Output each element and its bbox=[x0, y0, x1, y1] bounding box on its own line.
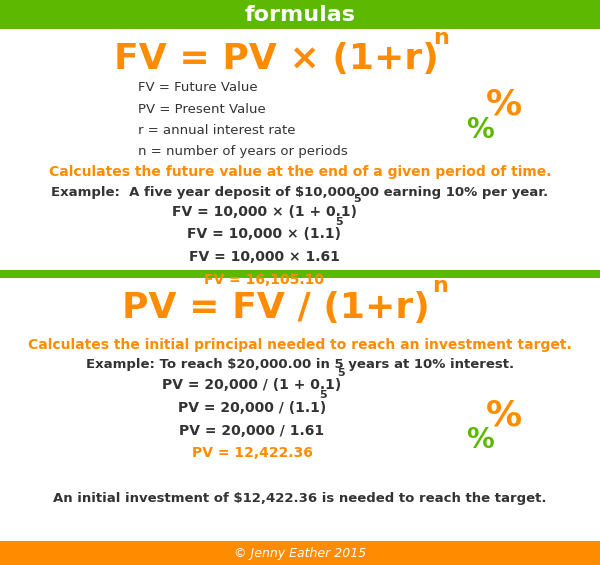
Text: © Jenny Eather 2015: © Jenny Eather 2015 bbox=[234, 546, 366, 560]
Text: FV = 10,000 × (1 + 0.1): FV = 10,000 × (1 + 0.1) bbox=[172, 205, 356, 219]
Text: formulas: formulas bbox=[245, 5, 355, 25]
Text: n = number of years or periods: n = number of years or periods bbox=[138, 145, 348, 159]
Text: FV = PV × (1+r): FV = PV × (1+r) bbox=[113, 42, 439, 76]
Text: n: n bbox=[432, 276, 448, 297]
Text: %: % bbox=[466, 116, 494, 144]
Text: An initial investment of $12,422.36 is needed to reach the target.: An initial investment of $12,422.36 is n… bbox=[53, 492, 547, 505]
Text: n: n bbox=[433, 28, 449, 48]
Text: FV = Future Value: FV = Future Value bbox=[138, 81, 257, 94]
Text: FV = 10,000 × (1.1): FV = 10,000 × (1.1) bbox=[187, 228, 341, 241]
Text: Example:  A five year deposit of $10,000.00 earning 10% per year.: Example: A five year deposit of $10,000.… bbox=[52, 185, 548, 199]
Text: %: % bbox=[486, 398, 522, 432]
Text: 5: 5 bbox=[335, 217, 343, 227]
Text: 5: 5 bbox=[337, 368, 344, 378]
Text: %: % bbox=[486, 88, 522, 121]
Text: 5: 5 bbox=[319, 390, 326, 401]
Text: PV = 20,000 / (1.1): PV = 20,000 / (1.1) bbox=[178, 401, 326, 415]
Text: Calculates the future value at the end of a given period of time.: Calculates the future value at the end o… bbox=[49, 166, 551, 179]
Text: PV = 20,000 / 1.61: PV = 20,000 / 1.61 bbox=[179, 424, 325, 437]
Text: FV = 16,105.10: FV = 16,105.10 bbox=[204, 273, 324, 286]
FancyBboxPatch shape bbox=[0, 0, 600, 29]
Text: FV = 10,000 × 1.61: FV = 10,000 × 1.61 bbox=[188, 250, 340, 264]
Text: r = annual interest rate: r = annual interest rate bbox=[138, 124, 296, 137]
Text: PV = 20,000 / (1 + 0.1): PV = 20,000 / (1 + 0.1) bbox=[163, 379, 341, 392]
Text: 5: 5 bbox=[353, 194, 361, 205]
Text: PV = FV / (1+r): PV = FV / (1+r) bbox=[122, 291, 430, 325]
FancyBboxPatch shape bbox=[0, 541, 600, 565]
Text: Example: To reach $20,000.00 in 5 years at 10% interest.: Example: To reach $20,000.00 in 5 years … bbox=[86, 358, 514, 371]
Text: PV = 12,422.36: PV = 12,422.36 bbox=[191, 446, 313, 460]
Text: PV = Present Value: PV = Present Value bbox=[138, 102, 266, 116]
FancyBboxPatch shape bbox=[0, 270, 600, 278]
Text: %: % bbox=[466, 425, 494, 454]
Text: Calculates the initial principal needed to reach an investment target.: Calculates the initial principal needed … bbox=[28, 338, 572, 351]
